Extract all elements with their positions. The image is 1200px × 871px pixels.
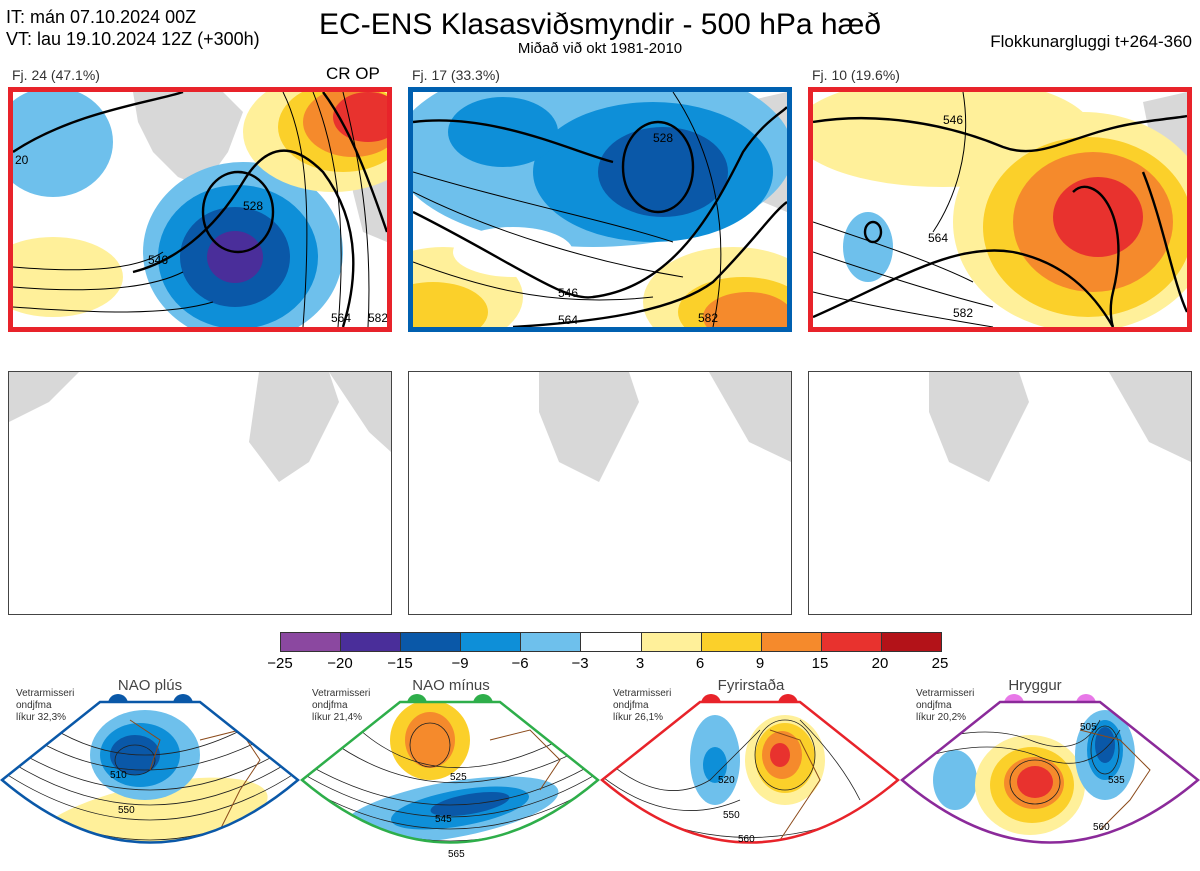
- contour-label-546: 546: [558, 286, 578, 300]
- contour-label-528: 528: [243, 199, 263, 213]
- page-title: EC-ENS Klasasviðsmyndir - 500 hPa hæð: [319, 8, 881, 41]
- colorbar-tick: −25: [267, 655, 293, 672]
- cluster-1-tag: CR OP: [326, 64, 380, 83]
- contour-label: 550: [118, 805, 135, 816]
- contour-label: 560: [1093, 822, 1110, 833]
- contour-label: 565: [448, 849, 465, 860]
- contour-label: 560: [738, 834, 755, 845]
- contour-label: 510: [110, 770, 127, 781]
- colorbar-tick: 9: [755, 655, 765, 672]
- colorbar-tick: −20: [327, 655, 353, 672]
- regime-ridge-map: 505 535 560: [900, 700, 1200, 844]
- colorbar-tick: −6: [511, 655, 529, 672]
- contour-label-564: 564: [928, 231, 948, 245]
- contour-label-582: 582: [368, 311, 387, 325]
- contour-label-582: 582: [698, 311, 718, 325]
- empty-map-2: [408, 371, 792, 615]
- regime-nao-minus-map: 525 545 565: [300, 700, 600, 860]
- colorbar-tick: 20: [871, 655, 889, 672]
- page-subtitle: Miðað við okt 1981-2010: [517, 40, 683, 57]
- initial-time: IT: mán 07.10.2024 00Z: [6, 7, 197, 27]
- colorbar-tick: 6: [695, 655, 705, 672]
- contour-label: 525: [450, 772, 467, 783]
- regime-nao-plus-map: 510 550: [0, 700, 300, 844]
- regime-nao-minus-desc: Vetrarmisseri ondjfma líkur 21,4%: [312, 688, 371, 723]
- regime-blocking-map: 520 550 560: [600, 700, 900, 845]
- colorbar-tick: −9: [451, 655, 469, 672]
- contour-label-528: 528: [653, 131, 673, 145]
- regime-ridge-desc: Vetrarmisseri ondjfma líkur 20,2%: [916, 688, 975, 723]
- cluster-1-label: Fj. 24 (47.1%): [12, 67, 100, 83]
- contour-label-546: 546: [148, 253, 168, 267]
- regime-blocking-title: Fyrirstaða: [717, 677, 785, 694]
- cluster-3-label: Fj. 10 (19.6%): [812, 67, 900, 83]
- colorbar-tick: 15: [811, 655, 829, 672]
- contour-label: 505: [1080, 722, 1097, 733]
- colorbar: [280, 632, 942, 652]
- regime-ridge-title: Hryggur: [1008, 677, 1062, 694]
- contour-label-564: 564: [331, 311, 351, 325]
- contour-label-546: 546: [943, 113, 963, 127]
- cluster-1-map: 528 546 564 582 20: [8, 87, 392, 332]
- contour-label-564: 564: [558, 313, 578, 327]
- contour-label: 520: [718, 775, 735, 786]
- colorbar-tick: −3: [571, 655, 589, 672]
- colorbar-tick: 25: [931, 655, 949, 672]
- regime-nao-minus-title: NAO mínus: [412, 677, 490, 694]
- cluster-2-map: 528 546 564 582: [408, 87, 792, 332]
- regime-nao-plus-title: NAO plús: [117, 677, 183, 694]
- valid-time: VT: lau 19.10.2024 12Z (+300h): [6, 29, 260, 49]
- contour-label-582: 582: [953, 306, 973, 320]
- contour-label: 550: [723, 810, 740, 821]
- regime-blocking-desc: Vetrarmisseri ondjfma líkur 26,1%: [613, 688, 672, 723]
- contour-label: 545: [435, 814, 452, 825]
- cluster-2-label: Fj. 17 (33.3%): [412, 67, 500, 83]
- clustering-window: Flokkunargluggi t+264-360: [990, 32, 1192, 51]
- contour-label: 535: [1108, 775, 1125, 786]
- empty-map-3: [808, 371, 1192, 615]
- colorbar-tick: 3: [635, 655, 645, 672]
- cluster-3-map: 546 564 582: [808, 87, 1192, 332]
- regime-nao-plus-desc: Vetrarmisseri ondjfma líkur 32,3%: [16, 688, 75, 723]
- contour-label-20: 20: [15, 153, 29, 167]
- empty-map-1: [8, 371, 392, 615]
- colorbar-tick: −15: [387, 655, 413, 672]
